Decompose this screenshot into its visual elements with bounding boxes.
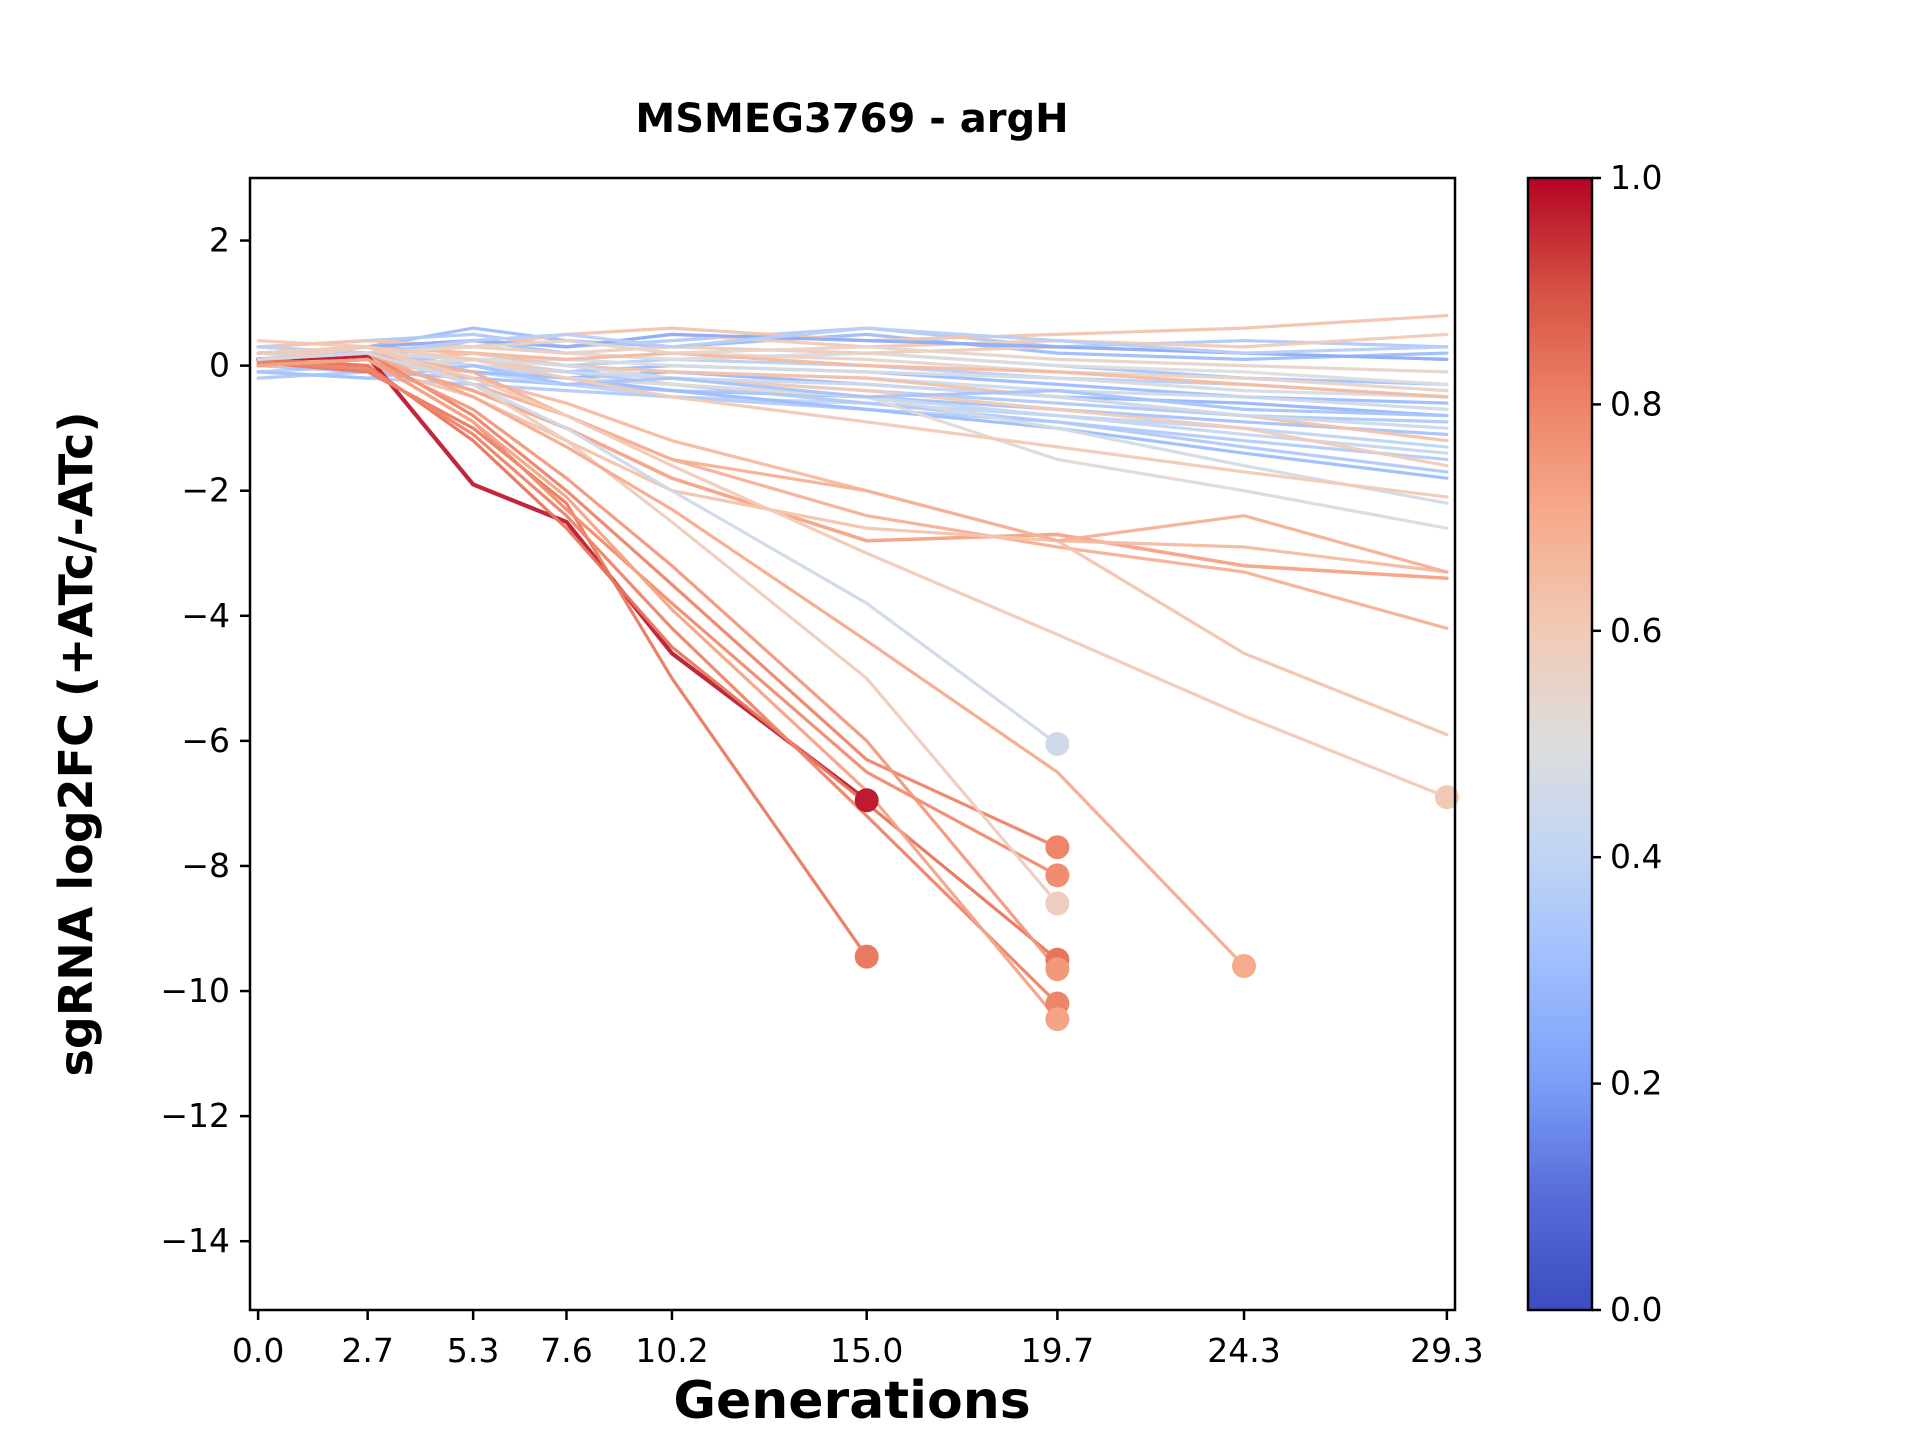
series-line [256, 360, 1059, 1006]
series-line [256, 351, 1246, 968]
series-end-marker [854, 944, 879, 969]
colorbar-tick-label: 0.8 [1610, 384, 1662, 423]
series-line [256, 345, 1449, 499]
y-tick-label: 2 [209, 221, 230, 260]
x-tick-label: 7.6 [540, 1331, 592, 1370]
series-line [256, 345, 1449, 799]
series-line [256, 357, 1449, 581]
x-tick-label: 2.7 [341, 1331, 393, 1370]
series-end-marker [1045, 891, 1070, 916]
y-tick-label: −8 [181, 846, 230, 885]
y-tick-label: −10 [160, 971, 230, 1010]
series-end-marker [854, 788, 879, 813]
colorbar-border [1526, 176, 1594, 1312]
series-end-marker [1045, 835, 1070, 860]
x-tick-label: 0.0 [232, 1331, 284, 1370]
y-axis-label: sgRNA log2FC (+ATc/-ATc) [49, 412, 103, 1077]
colorbar-tick-label: 0.6 [1610, 611, 1662, 650]
chart-title: MSMEG3769 - argH [635, 96, 1068, 142]
x-tick-label: 10.2 [635, 1331, 708, 1370]
series-line [256, 313, 1449, 349]
plot-area: 0.0 2.7 5.3 7.6 10.2 15.0 19.7 24.3 29.3 2 0 −2 −4 −6… [160, 158, 1662, 1370]
series-end-marker [1232, 954, 1257, 979]
series-end-marker [1045, 732, 1070, 756]
series-end-marker [1045, 863, 1070, 888]
y-tick-label: 0 [209, 346, 230, 385]
colorbar-tick-label: 1.0 [1610, 158, 1662, 197]
x-tick-label: 24.3 [1207, 1331, 1280, 1370]
colorbar-tick-label: 0.2 [1610, 1064, 1662, 1103]
series-line [256, 351, 1059, 746]
colorbar [1528, 178, 1592, 1310]
y-tick-label: −4 [181, 596, 230, 635]
series-line [256, 357, 1449, 574]
series-line [256, 332, 1449, 361]
series-line [256, 357, 1059, 962]
x-axis-label: Generations [673, 1371, 1030, 1431]
colorbar-tick-label: 0.4 [1610, 837, 1662, 876]
series-line [256, 326, 1449, 355]
y-tick-label: −6 [181, 721, 230, 760]
series-line [256, 326, 1449, 349]
series-line [256, 354, 869, 803]
series-end-marker [1434, 785, 1459, 810]
x-tick-label: 5.3 [447, 1331, 499, 1370]
series-end-marker [1045, 957, 1070, 982]
x-tick-label: 19.7 [1021, 1331, 1094, 1370]
colorbar-tick-label: 0.0 [1610, 1290, 1662, 1329]
plot-border [248, 176, 1457, 1312]
series-line [256, 351, 1059, 849]
y-tick-label: −2 [181, 471, 230, 510]
series-end-marker [1045, 1007, 1070, 1032]
y-tick-label: −14 [160, 1221, 230, 1260]
y-tick-label: −12 [160, 1096, 230, 1135]
x-tick-label: 15.0 [830, 1331, 903, 1370]
x-tick-label: 29.3 [1410, 1331, 1483, 1370]
